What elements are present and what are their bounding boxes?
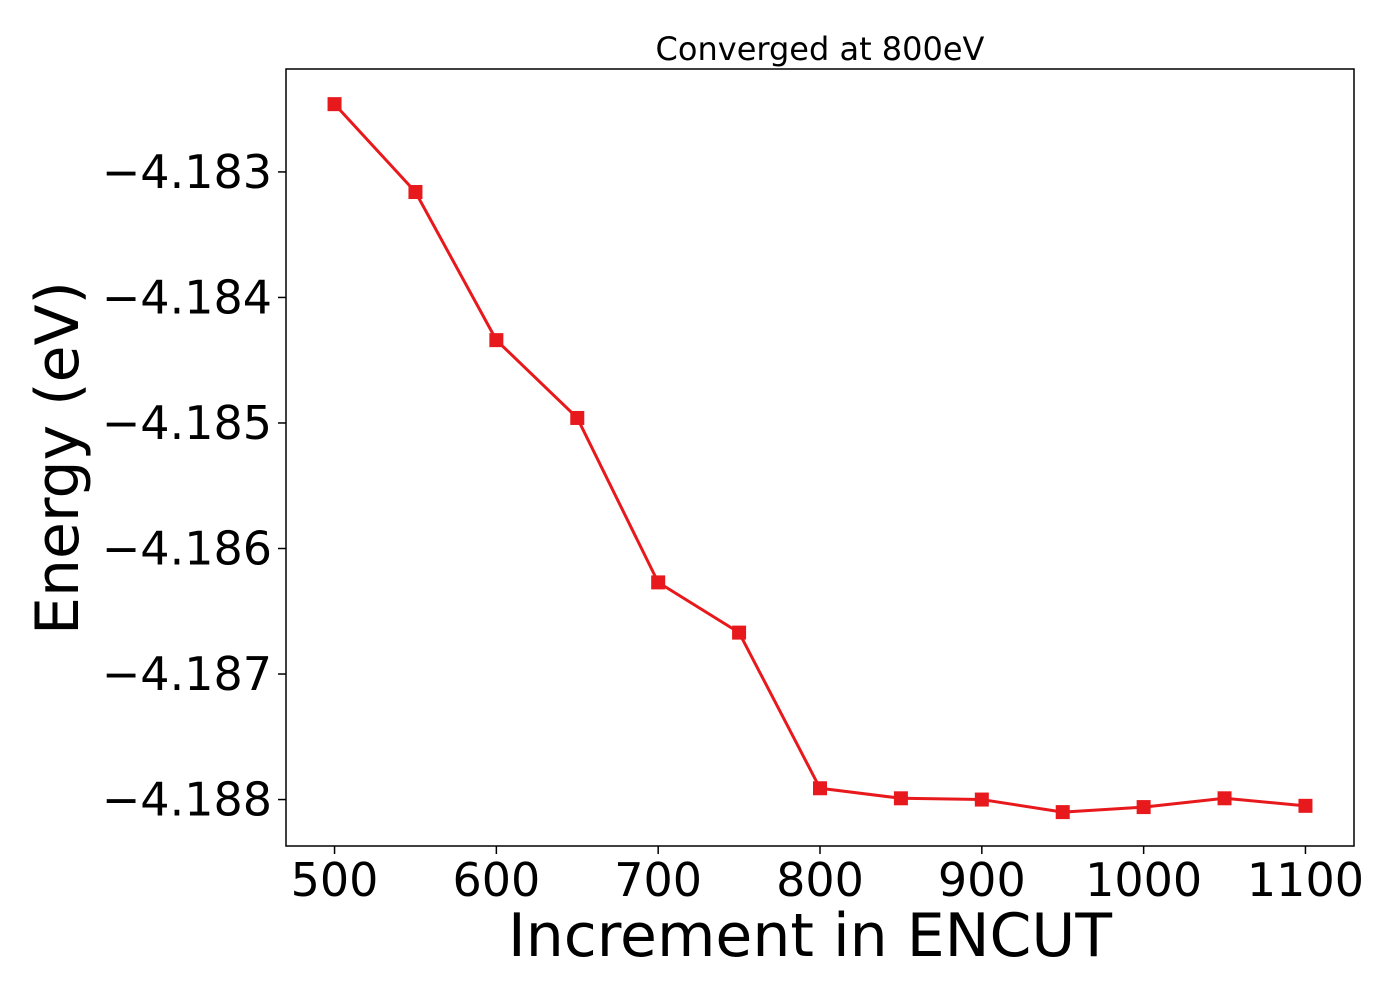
x-tick-label: 500 xyxy=(291,853,379,907)
x-axis-label: Increment in ENCUT xyxy=(508,901,1112,971)
x-tick-label: 900 xyxy=(938,853,1026,907)
chart-title: Converged at 800eV xyxy=(656,30,985,68)
data-point-marker xyxy=(1055,805,1070,820)
y-tick-label: −4.184 xyxy=(102,270,272,324)
y-axis-label: Energy (eV) xyxy=(23,281,93,635)
data-point-marker xyxy=(1298,798,1313,813)
data-point-marker xyxy=(408,185,423,200)
data-point-marker xyxy=(327,97,342,112)
data-point-marker xyxy=(974,792,989,807)
data-point-marker xyxy=(651,575,666,590)
data-point-marker xyxy=(732,625,747,640)
y-tick-label: −4.185 xyxy=(102,396,272,450)
y-tick-label: −4.183 xyxy=(102,145,272,199)
series-layer xyxy=(327,97,1313,820)
y-tick-label: −4.188 xyxy=(102,773,272,827)
data-point-marker xyxy=(813,781,827,796)
x-tick-label: 600 xyxy=(452,853,540,907)
data-point-marker xyxy=(1136,800,1151,815)
series-line xyxy=(333,103,1306,814)
data-point-marker xyxy=(489,333,504,348)
x-tick-label: 800 xyxy=(776,853,864,907)
data-point-marker xyxy=(570,410,585,425)
x-tick-label: 700 xyxy=(614,853,702,907)
data-point-marker xyxy=(893,791,908,806)
y-tick-label: −4.186 xyxy=(102,522,272,576)
plot-area-frame xyxy=(285,68,1355,847)
x-axis: 500 600 700 800 900 1000 1100 xyxy=(291,846,1364,907)
y-tick-label: −4.187 xyxy=(102,647,272,701)
y-axis: −4.183 −4.184 −4.185 −4.186 −4.187 −4.188 xyxy=(102,145,286,827)
data-point-marker xyxy=(1217,791,1232,806)
x-tick-label: 1100 xyxy=(1247,853,1364,907)
x-tick-label: 1000 xyxy=(1085,853,1202,907)
